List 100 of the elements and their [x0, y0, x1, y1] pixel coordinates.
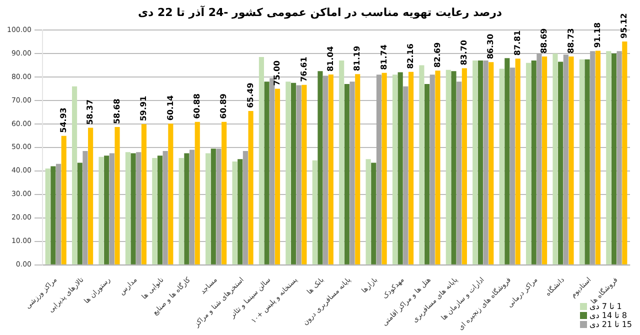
bar	[248, 111, 254, 264]
bar	[478, 60, 483, 264]
data-label: 88.69	[540, 28, 549, 54]
data-label: 60.89	[219, 93, 228, 119]
bar	[216, 148, 222, 264]
bar	[50, 166, 56, 264]
bar	[472, 60, 478, 264]
bar	[558, 62, 564, 264]
bar	[328, 74, 334, 264]
bar	[258, 57, 264, 264]
bar	[184, 153, 190, 264]
data-label: 60.88	[192, 93, 202, 119]
bar	[579, 59, 584, 264]
bar	[312, 160, 318, 264]
bar	[77, 162, 82, 264]
bar	[568, 56, 574, 264]
bar	[595, 50, 600, 264]
bar	[178, 158, 184, 264]
data-label: 82.16	[406, 43, 416, 69]
legend-label: 15 تا 21 دی	[590, 320, 632, 329]
bar	[526, 62, 532, 264]
bar	[168, 124, 174, 264]
bar	[563, 54, 568, 264]
bar	[451, 71, 456, 264]
bar	[531, 60, 536, 264]
bar	[296, 85, 302, 264]
bar	[504, 58, 510, 264]
legend-label: 8 تا 14 دی	[590, 311, 627, 320]
bar	[424, 84, 430, 264]
bar	[136, 152, 142, 264]
bar	[611, 53, 617, 264]
bar	[104, 156, 110, 264]
bar	[206, 153, 211, 264]
bar	[542, 56, 548, 264]
data-label: 59.91	[139, 95, 148, 122]
bar	[72, 86, 78, 264]
bar	[483, 60, 488, 264]
data-label: 88.73	[566, 28, 576, 54]
bar	[536, 53, 542, 264]
bar	[515, 58, 520, 264]
bar	[616, 51, 622, 264]
bar	[590, 51, 596, 264]
data-label: 87.81	[512, 30, 522, 56]
data-label: 75.00	[272, 60, 282, 86]
bar	[82, 150, 88, 264]
bar	[446, 70, 451, 264]
data-label: 76.61	[299, 56, 308, 82]
data-label: 81.19	[352, 45, 362, 72]
data-label: 82.69	[432, 42, 442, 68]
bar	[210, 148, 216, 264]
bar	[141, 124, 147, 264]
bar	[499, 68, 504, 264]
bar	[488, 62, 494, 264]
bar	[419, 65, 424, 264]
bar	[45, 168, 50, 264]
bar	[238, 159, 243, 264]
bar	[157, 156, 163, 264]
bar	[242, 150, 248, 264]
bar	[552, 53, 558, 264]
bar	[290, 82, 296, 264]
bar	[232, 162, 238, 264]
bar	[302, 84, 307, 264]
bar	[355, 74, 360, 264]
data-label: 54.93	[58, 108, 68, 133]
bar	[408, 72, 414, 264]
bar	[88, 128, 94, 264]
bar	[382, 72, 387, 264]
bar	[350, 82, 355, 264]
bar	[366, 159, 371, 264]
bar	[622, 41, 628, 264]
data-label: 86.30	[486, 33, 496, 60]
bar	[152, 158, 158, 264]
data-label: 83.70	[460, 40, 469, 66]
data-label: 91.18	[593, 22, 602, 48]
bar	[98, 156, 104, 264]
bar	[194, 122, 200, 264]
bar	[56, 164, 62, 264]
bar	[61, 136, 66, 264]
bar	[435, 70, 440, 264]
bar	[344, 84, 350, 264]
data-label: 58.68	[112, 98, 122, 124]
bar	[430, 74, 435, 264]
data-label: 81.74	[379, 44, 388, 70]
legend-label: 1 تا 7 دی	[590, 302, 622, 311]
bar	[114, 127, 120, 264]
bar	[130, 153, 136, 264]
data-label: 58.37	[86, 99, 95, 125]
bar	[270, 78, 275, 264]
bar	[462, 68, 467, 264]
bar	[318, 71, 323, 264]
chart-title: درصد رعایت تهویه مناسب در اماکن عمومی کشور -24 آذر تا 22 دی	[138, 6, 502, 19]
bar	[222, 122, 227, 264]
bar	[403, 86, 408, 264]
bar	[264, 82, 270, 264]
bar	[398, 72, 403, 264]
bar	[323, 76, 328, 264]
bar	[274, 88, 280, 264]
bar	[286, 82, 291, 264]
bar	[510, 68, 516, 264]
bar	[584, 59, 590, 264]
